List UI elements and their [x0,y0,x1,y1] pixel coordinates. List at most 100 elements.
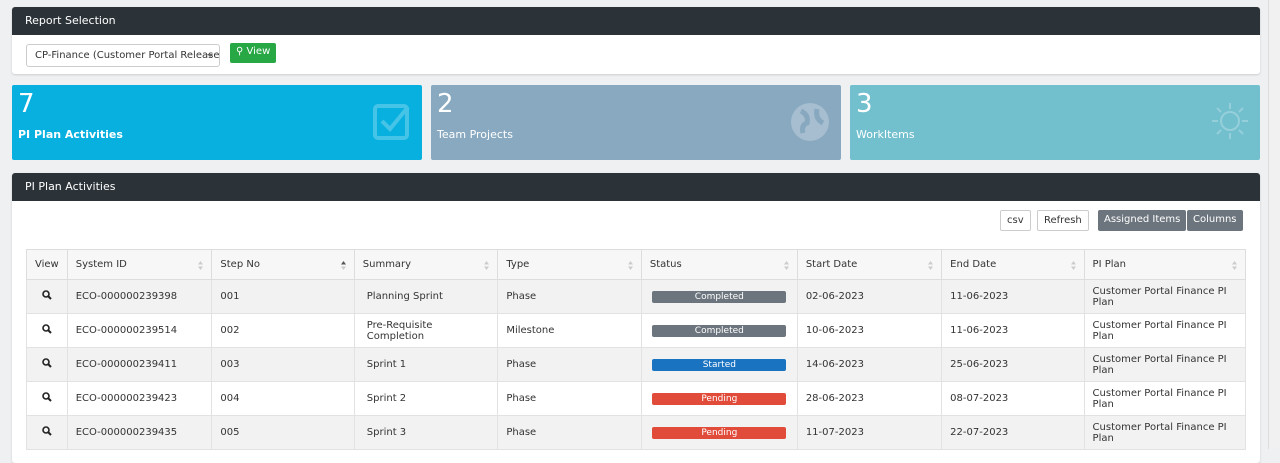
cell-text: Sprint 2 [366,393,407,404]
sort-icon [1232,261,1237,270]
cell-text: Customer Portal Finance PI Plan [1092,387,1227,410]
table-row: ECO-000000239423 004 Sprint 2 Phase Pending 2… [26,381,1247,416]
sort-icon [928,261,934,270]
table-cell: 001 [211,279,355,314]
sort-icon [783,261,789,270]
table-cell: Customer Portal Finance PI Plan [1083,415,1247,450]
header-text: Start Date [805,259,858,270]
view-cell[interactable] [26,381,68,416]
view-cell[interactable] [26,279,68,314]
cell-text: ECO-000000239398 [75,291,178,302]
view-icon[interactable] [42,324,52,334]
table-cell: Planning Sprint [353,279,499,314]
table-cell: Pending [640,415,798,450]
sort-icon [1070,261,1076,270]
report-select[interactable]: CP-Finance (Customer Portal Release ... [26,44,220,67]
table-cell: 02-06-2023 [796,279,943,314]
cell-text: Customer Portal Finance PI Plan [1092,319,1227,342]
toolbar-button[interactable]: csv [1000,210,1031,231]
status-badge: Completed [652,324,787,337]
table-cell: ECO-000000239411 [66,347,213,382]
stat-value: 2 [437,89,454,119]
column-header[interactable]: Type [497,249,642,280]
table-cell: Sprint 2 [353,381,499,416]
cell-text: Pre-Requisite Completion [366,319,433,342]
table-cell: ECO-000000239514 [66,313,213,348]
view-button[interactable]: ⚲ View [230,43,277,63]
column-header[interactable]: Summary [353,249,499,280]
header-text: End Date [950,259,997,270]
cell-text: 11-06-2023 [950,325,1009,336]
table-cell: 14-06-2023 [796,347,943,382]
table-cell: 11-06-2023 [941,313,1085,348]
column-header[interactable]: Status [640,249,798,280]
table-cell: 10-06-2023 [796,313,943,348]
status-badge: Completed [652,290,787,303]
cell-text: 004 [220,393,240,404]
table-cell: Pending [640,381,798,416]
cell-text: Customer Portal Finance PI Plan [1092,421,1227,444]
toolbar-button[interactable]: Columns [1187,210,1243,231]
table-cell: 002 [211,313,355,348]
header-text: Status [649,259,682,270]
status-badge: Pending [652,392,787,405]
cell-text: 10-06-2023 [805,325,864,336]
header-text: PI Plan [1092,259,1126,270]
stat-box[interactable]: 7 PI Plan Activities [12,85,422,160]
cell-text: Planning Sprint [366,291,443,302]
table-row: ECO-000000239514 002 Pre-Requisite Complet… [26,313,1247,348]
view-cell[interactable] [26,313,68,348]
cell-text: 14-06-2023 [805,359,864,370]
status-badge: Pending [652,426,787,439]
cell-text: 005 [220,427,240,438]
table-cell: Completed [640,313,798,348]
table-cell: Customer Portal Finance PI Plan [1083,313,1247,348]
table-row: ECO-000000239435 005 Sprint 3 Phase Pending 1… [26,415,1247,450]
table-cell: Milestone [497,313,642,348]
column-header[interactable]: Step No [211,249,355,280]
view-cell[interactable] [26,347,68,382]
view-cell[interactable] [26,415,68,450]
column-header[interactable]: End Date [941,249,1085,280]
column-header[interactable]: Start Date [796,249,943,280]
scrollbar[interactable] [1268,0,1280,449]
table-cell: 005 [211,415,355,450]
stat-label: Team Projects [437,128,513,141]
view-icon[interactable] [42,426,52,436]
view-icon[interactable] [42,392,52,402]
toolbar-button[interactable]: Refresh [1037,210,1089,231]
header-text: View [35,259,59,270]
cell-text: Customer Portal Finance PI Plan [1092,285,1227,308]
header-text: System ID [75,259,127,270]
table-cell: 28-06-2023 [796,381,943,416]
table-cell: 22-07-2023 [941,415,1085,450]
activities-panel: PI Plan Activities View System ID Step No S… [12,173,1260,463]
cell-text: ECO-000000239411 [75,359,178,370]
header-row: View System ID Step No Summary Type Status Sta… [26,249,1247,280]
table-cell: Customer Portal Finance PI Plan [1083,279,1247,314]
column-header[interactable]: PI Plan [1083,249,1247,280]
stat-label: WorkItems [856,128,915,141]
toolbar-button[interactable]: Assigned Items [1098,210,1187,231]
cell-text: 11-06-2023 [950,291,1009,302]
table-cell: 25-06-2023 [941,347,1085,382]
view-icon[interactable] [42,290,52,300]
cell-text: Phase [506,427,537,438]
cell-text: ECO-000000239423 [75,393,178,404]
table-cell: Customer Portal Finance PI Plan [1083,347,1247,382]
column-header[interactable]: System ID [66,249,213,280]
cell-text: Phase [506,291,537,302]
table-cell: Started [640,347,798,382]
stat-label: PI Plan Activities [18,128,123,141]
table-cell: ECO-000000239423 [66,381,213,416]
header-text: Summary [362,259,412,270]
cell-text: 22-07-2023 [950,427,1009,438]
view-icon[interactable] [42,358,52,368]
stat-box[interactable]: 2 Team Projects [431,85,841,160]
table-cell: 11-07-2023 [796,415,943,450]
page: Report Selection CP-Finance (Customer Po… [12,0,1280,463]
cell-text: Phase [506,393,537,404]
sort-icon [198,261,204,270]
stat-box[interactable]: 3 WorkItems [850,85,1260,160]
table-row: ECO-000000239398 001 Planning Sprint Phase C… [26,279,1247,314]
